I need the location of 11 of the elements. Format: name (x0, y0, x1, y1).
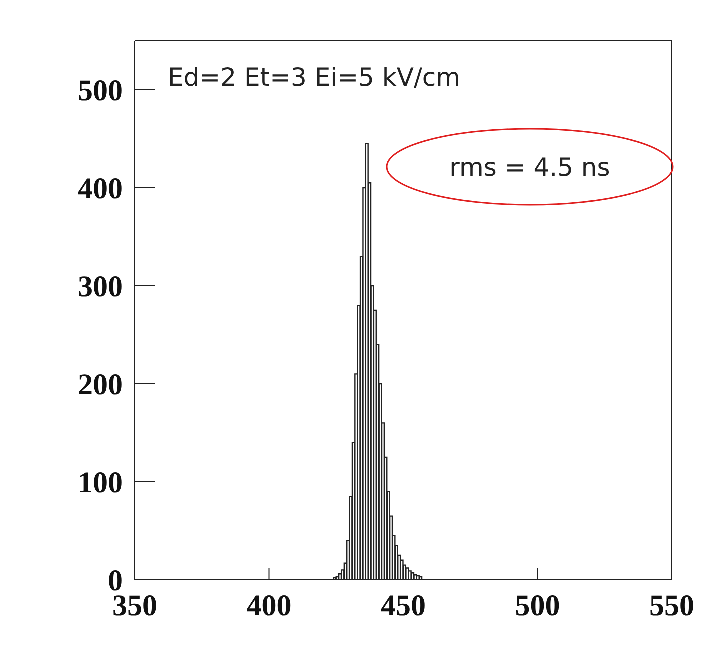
annotation: rms = 4.5 ns (450, 153, 610, 182)
y-tick-label: 200 (78, 368, 123, 402)
text: Ed=2 Et=3 Ei=5 kV/cm (168, 63, 461, 92)
x-tick-label: 450 (381, 589, 426, 622)
y-tick-label: 300 (78, 270, 123, 304)
x-tick-label: 400 (246, 589, 292, 622)
y-tick-label: 400 (78, 172, 123, 206)
y-tick-label: 100 (78, 466, 123, 500)
x-tick-label: 500 (515, 589, 560, 622)
x-tick-label: 550 (650, 589, 694, 622)
y-tick-label: 500 (78, 74, 123, 108)
